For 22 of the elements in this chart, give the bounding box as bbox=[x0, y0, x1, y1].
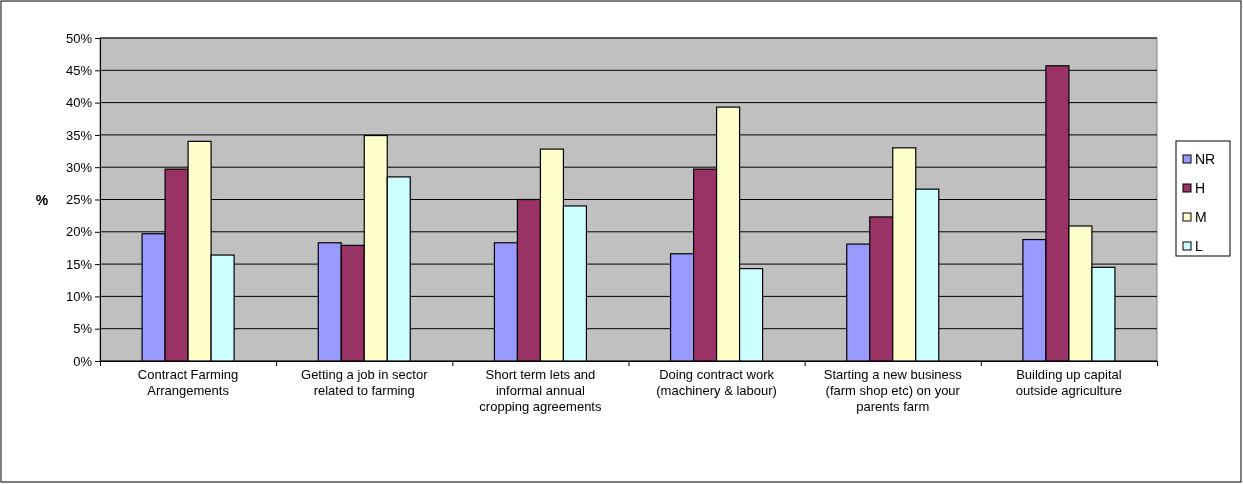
y-tick-label: 25% bbox=[65, 192, 93, 208]
y-tick-label: 15% bbox=[65, 256, 93, 272]
legend-label: M bbox=[1195, 209, 1207, 225]
y-tick-label: 0% bbox=[73, 353, 93, 369]
y-tick-label: 5% bbox=[73, 321, 93, 337]
x-tick-label: Contract Farming Arrangements bbox=[137, 367, 239, 398]
y-tick-label: 50% bbox=[65, 30, 93, 46]
y-tick-label: 20% bbox=[65, 224, 93, 240]
y-tick-label: 35% bbox=[65, 127, 93, 143]
y-tick-label: 45% bbox=[65, 62, 93, 78]
y-tick-label: 30% bbox=[65, 159, 93, 175]
legend-label: L bbox=[1195, 238, 1203, 254]
y-tick-label: 40% bbox=[65, 95, 93, 111]
x-tick-label: Short term lets and informal annual cropping agreements bbox=[479, 367, 602, 414]
x-tick-label: Doing contract work (machinery & labour) bbox=[656, 367, 777, 398]
legend-label: H bbox=[1195, 180, 1206, 196]
y-tick-label: 10% bbox=[65, 289, 93, 305]
y-axis-title: % bbox=[35, 191, 49, 208]
x-tick-label: Building up capital outside agriculture bbox=[1015, 367, 1123, 398]
legend-label: NR bbox=[1195, 151, 1216, 167]
x-tick-label: Getting a job in sector related to farming bbox=[301, 367, 429, 398]
x-tick-label: Starting a new business (farm shop etc) on your parents farm bbox=[823, 367, 963, 414]
